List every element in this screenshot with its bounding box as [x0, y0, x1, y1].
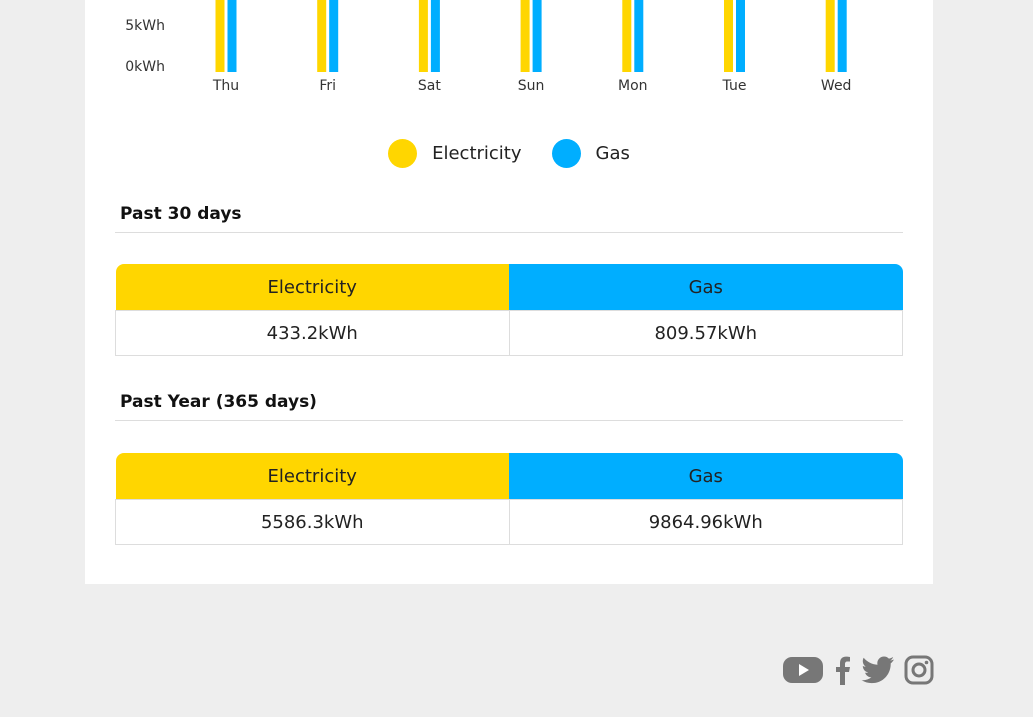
electricity-bar-sun[interactable]: [520, 0, 530, 72]
x-tick-label-sat: Sat: [418, 78, 441, 94]
x-tick-label-sun: Sun: [518, 78, 545, 94]
electricity-bar-wed[interactable]: [825, 0, 835, 72]
gas-bar-tue[interactable]: [736, 0, 745, 72]
past-year-table: Electricity Gas 5586.3kWh 9864.96kWh: [115, 453, 903, 545]
electricity-dot-icon: [388, 138, 418, 168]
past-30-days-title: Past 30 days: [115, 199, 903, 233]
gas-bar-sat[interactable]: [430, 0, 440, 72]
social-links: [783, 655, 943, 685]
gas-bar-fri[interactable]: [329, 0, 339, 72]
y-tick-label: 0kWh: [125, 59, 165, 75]
daily-usage-chart: 5kWh 0kWh Thu Fri Sat Sun Mon Tue Wed: [85, 0, 933, 100]
electricity-bar-sat[interactable]: [418, 0, 428, 72]
x-tick-label-fri: Fri: [319, 78, 336, 94]
electricity-bar-mon[interactable]: [622, 0, 632, 72]
chart-canvas: 5kWh 0kWh Thu Fri Sat Sun Mon Tue Wed: [125, 0, 852, 94]
past-year-title: Past Year (365 days): [115, 387, 903, 421]
x-tick-label-tue: Tue: [722, 78, 747, 94]
past-30-gas-header: Gas: [509, 264, 903, 311]
usage-card: 5kWh 0kWh Thu Fri Sat Sun Mon Tue Wed Electricit…: [85, 0, 933, 584]
gas-bar-mon[interactable]: [634, 0, 644, 72]
electricity-bar-thu[interactable]: [215, 0, 225, 72]
gas-dot-icon: [551, 138, 581, 168]
gas-bar-thu[interactable]: [227, 0, 237, 72]
gas-bar-wed[interactable]: [837, 0, 847, 72]
past-30-gas-value: 809.57kWh: [508, 310, 903, 356]
past-year-electricity-header: Electricity: [115, 453, 509, 500]
twitter-icon[interactable]: [861, 655, 895, 685]
past-30-days-table: Electricity Gas 433.2kWh 809.57kWh: [115, 264, 903, 356]
past-year-gas-value: 9864.96kWh: [508, 499, 903, 545]
past-year-electricity-value: 5586.3kWh: [115, 499, 510, 545]
gas-bar-sun[interactable]: [532, 0, 542, 72]
table-row: 5586.3kWh 9864.96kWh: [115, 499, 903, 545]
legend-electricity-label: Electricity: [432, 142, 522, 164]
past-year-gas-header: Gas: [509, 453, 903, 500]
legend-gas[interactable]: Gas: [551, 138, 630, 168]
electricity-bar-tue[interactable]: [724, 0, 733, 72]
x-tick-label-thu: Thu: [212, 78, 239, 94]
electricity-bar-fri[interactable]: [317, 0, 327, 72]
table-row: 433.2kWh 809.57kWh: [115, 310, 903, 356]
instagram-icon[interactable]: [904, 655, 934, 685]
x-tick-label-mon: Mon: [618, 78, 648, 94]
past-30-electricity-value: 433.2kWh: [115, 310, 510, 356]
x-tick-label-wed: Wed: [821, 78, 852, 94]
facebook-icon[interactable]: [832, 655, 852, 685]
y-tick-label: 5kWh: [125, 18, 165, 34]
past-30-electricity-header: Electricity: [115, 264, 509, 311]
chart-legend: Electricity Gas: [85, 135, 933, 171]
legend-electricity[interactable]: Electricity: [388, 138, 522, 168]
legend-gas-label: Gas: [595, 142, 630, 164]
youtube-icon[interactable]: [783, 655, 823, 685]
